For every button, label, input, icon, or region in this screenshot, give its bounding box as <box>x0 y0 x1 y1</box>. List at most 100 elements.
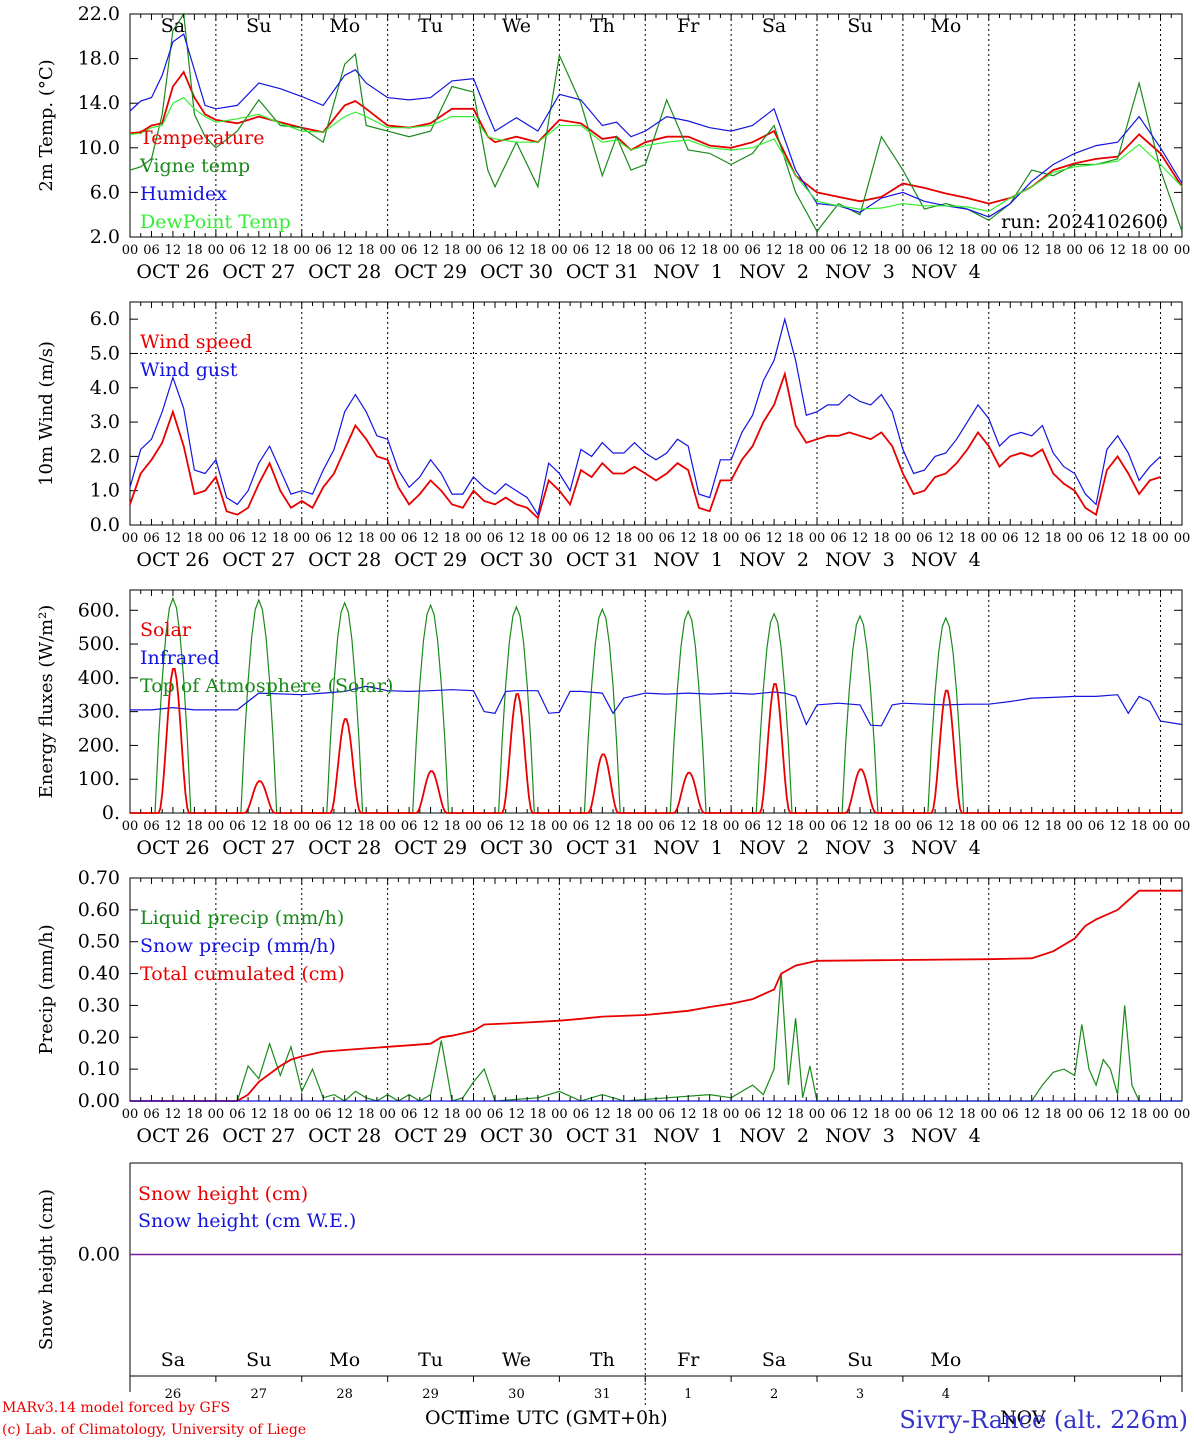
hour-label: 00 <box>1174 243 1191 258</box>
copyright: (c) Lab. of Climatology, University of L… <box>2 1422 306 1438</box>
y-tick-label: 0.0 <box>90 514 120 536</box>
weekday-label: Mo <box>930 1349 961 1371</box>
hour-label: 00 <box>981 531 998 546</box>
date-label: NOV 1 <box>653 261 723 283</box>
hour-label: 00 <box>723 1107 740 1122</box>
date-label: OCT 28 <box>308 549 381 571</box>
series-solar <box>130 668 1182 814</box>
date-label: OCT 29 <box>394 549 467 571</box>
hour-label: 00 <box>293 1107 310 1122</box>
y-axis-label: Snow height (cm) <box>36 1189 57 1350</box>
series-blue <box>129 33 1183 218</box>
hour-label: 00 <box>379 819 396 834</box>
date-label: NOV 1 <box>653 1125 723 1147</box>
legend-entry: Vigne temp <box>139 155 250 177</box>
date-label: OCT 31 <box>566 1125 639 1147</box>
hour-label: 18 <box>959 243 976 258</box>
hour-label: 06 <box>1088 819 1105 834</box>
hour-label: 06 <box>744 819 761 834</box>
hour-label: 00 <box>293 243 310 258</box>
hour-label: 06 <box>143 1107 160 1122</box>
wind-panel: 0.0 1.0 2.0 3.0 4.0 5.0 6.0 10m Wind (m/s) 00 06 1… <box>36 301 1190 571</box>
hour-label: 18 <box>1045 531 1062 546</box>
hour-label: 06 <box>830 1107 847 1122</box>
date-label: NOV 3 <box>825 1125 895 1147</box>
date-label: NOV 2 <box>739 549 809 571</box>
day-number: 3 <box>856 1387 864 1402</box>
hour-label: 06 <box>658 1107 675 1122</box>
weekday-label: Fr <box>677 1349 700 1371</box>
weekday-label: Su <box>246 1349 271 1371</box>
date-label: NOV 3 <box>825 837 895 859</box>
hour-label: 00 <box>1066 243 1083 258</box>
hour-label: 18 <box>530 819 547 834</box>
hour-label: 06 <box>229 243 246 258</box>
y-tick-label: 0.20 <box>78 1026 120 1048</box>
y-tick-label: 400. <box>78 667 120 689</box>
hour-label: 06 <box>830 819 847 834</box>
hour-label: 00 <box>1152 243 1169 258</box>
day-number: 26 <box>165 1387 182 1402</box>
hour-label: 00 <box>895 243 912 258</box>
hour-label: 00 <box>981 243 998 258</box>
weekday-label: We <box>502 15 531 37</box>
hour-label: 12 <box>1023 531 1040 546</box>
hour-label: 18 <box>1131 531 1148 546</box>
hour-label: 00 <box>122 819 139 834</box>
hour-label: 06 <box>1002 531 1019 546</box>
hour-label: 18 <box>444 531 461 546</box>
hour-label: 00 <box>895 531 912 546</box>
hour-label: 12 <box>336 819 353 834</box>
hour-label: 18 <box>616 531 633 546</box>
run-label: run: 2024102600 <box>1001 211 1168 233</box>
hour-label: 18 <box>1131 819 1148 834</box>
y-tick-label: 0.00 <box>78 1244 120 1266</box>
hour-label: 06 <box>315 243 332 258</box>
y-axis-label: Energy fluxes (W/m²) <box>36 605 57 799</box>
y-tick-label: 200. <box>78 734 120 756</box>
hour-label: 18 <box>358 819 375 834</box>
hour-label: 18 <box>358 531 375 546</box>
date-label: OCT 27 <box>222 1125 295 1147</box>
hour-label: 12 <box>165 1107 182 1122</box>
hour-label: 18 <box>272 243 289 258</box>
y-tick-label: 22.0 <box>78 3 120 25</box>
hour-label: 00 <box>809 1107 826 1122</box>
hour-label: 06 <box>1088 1107 1105 1122</box>
weekday-label: Sa <box>161 15 185 37</box>
hour-label: 00 <box>208 243 225 258</box>
date-label: OCT 30 <box>480 837 553 859</box>
hour-label: 12 <box>422 243 439 258</box>
hour-label: 00 <box>465 243 482 258</box>
y-tick-label: 2.0 <box>90 226 120 248</box>
hour-label: 00 <box>122 531 139 546</box>
date-label: OCT 26 <box>136 837 209 859</box>
hour-label: 06 <box>229 819 246 834</box>
hour-label: 18 <box>701 819 718 834</box>
hour-label: 12 <box>336 531 353 546</box>
hour-label: 06 <box>916 243 933 258</box>
weekday-label: Fr <box>677 15 700 37</box>
hour-label: 06 <box>916 531 933 546</box>
y-tick-label: 18.0 <box>78 48 120 70</box>
hour-label: 06 <box>1002 243 1019 258</box>
hour-label: 12 <box>766 819 783 834</box>
hour-label: 06 <box>1002 1107 1019 1122</box>
date-label: NOV 3 <box>825 549 895 571</box>
hour-label: 06 <box>658 531 675 546</box>
hour-label: 18 <box>444 1107 461 1122</box>
snow-panel: 0.00 Snow height (cm) Snow height (cm) Snow… <box>36 1162 1183 1406</box>
hour-label: 12 <box>508 819 525 834</box>
hour-label: 18 <box>787 819 804 834</box>
hour-label: 12 <box>680 531 697 546</box>
hour-label: 00 <box>551 243 568 258</box>
date-label: OCT 27 <box>222 261 295 283</box>
hour-label: 06 <box>487 819 504 834</box>
hour-label: 18 <box>444 819 461 834</box>
date-label: OCT 27 <box>222 837 295 859</box>
legend-entry: Wind speed <box>140 331 252 353</box>
y-tick-label: 0.40 <box>78 963 120 985</box>
hour-label: 00 <box>1152 1107 1169 1122</box>
y-axis-label: Precip (mm/h) <box>36 924 57 1054</box>
hour-label: 12 <box>165 531 182 546</box>
